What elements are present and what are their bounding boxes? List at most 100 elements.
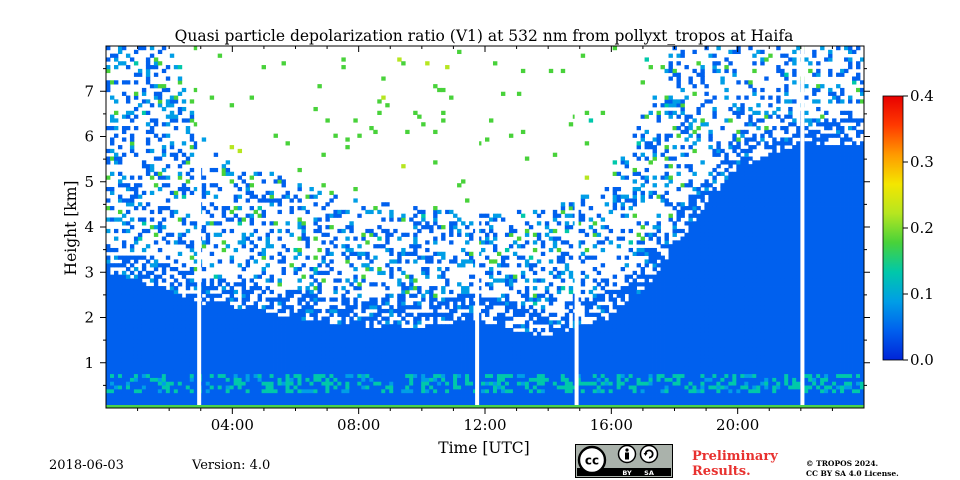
heatmap-cell [133, 354, 139, 359]
heatmap-cell [173, 358, 179, 363]
heatmap-cell [249, 396, 255, 401]
heatmap-cell [437, 251, 442, 256]
heatmap-cell [237, 206, 243, 211]
heatmap-cell [508, 282, 514, 287]
heatmap-cell [137, 400, 143, 405]
heatmap-cell [106, 354, 111, 359]
heatmap-cell [193, 392, 199, 397]
heatmap-cell [421, 255, 426, 260]
heatmap-cell [373, 354, 378, 359]
heatmap-cell [289, 327, 294, 333]
heatmap-cell [113, 377, 119, 382]
heatmap-cell [385, 392, 390, 397]
heatmap-cell [556, 343, 562, 348]
heatmap-cell [293, 385, 298, 390]
heatmap-cell [133, 206, 139, 211]
heatmap-cell [293, 324, 298, 329]
heatmap-cell [500, 335, 506, 340]
heatmap-cell [457, 282, 462, 287]
heatmap-cell [193, 312, 199, 317]
heatmap-cell [512, 324, 518, 329]
heatmap-cell [512, 381, 518, 386]
heatmap-cell [277, 259, 282, 264]
heatmap-cell [285, 289, 290, 295]
heatmap-cell [245, 396, 251, 401]
heatmap-cell [345, 335, 350, 340]
heatmap-cell [329, 339, 334, 344]
heatmap-cell [125, 221, 131, 226]
heatmap-cell [177, 186, 183, 192]
heatmap-cell [624, 308, 630, 314]
heatmap-cell [492, 61, 498, 66]
heatmap-cell [508, 366, 514, 371]
heatmap-cell [329, 358, 334, 363]
heatmap-cell [469, 369, 474, 375]
heatmap-cell [600, 278, 606, 283]
heatmap-cell [485, 373, 490, 378]
heatmap-cell [213, 274, 219, 279]
heatmap-cell [628, 320, 634, 325]
heatmap-cell [277, 209, 282, 215]
heatmap-cell [261, 308, 266, 314]
heatmap-cell [305, 366, 310, 371]
heatmap-cell [245, 293, 251, 298]
heatmap-cell [449, 259, 454, 264]
heatmap-cell [153, 65, 159, 70]
heatmap-cell [189, 305, 195, 310]
heatmap-cell [429, 301, 434, 306]
heatmap-cell [213, 152, 219, 157]
heatmap-cell [125, 350, 131, 356]
heatmap-cell [329, 324, 334, 329]
heatmap-cell [433, 209, 438, 215]
heatmap-cell [612, 377, 618, 382]
heatmap-cell [137, 347, 143, 352]
heatmap-cell [157, 396, 163, 401]
heatmap-cell [540, 369, 546, 375]
heatmap-cell [413, 301, 418, 306]
heatmap-cell [217, 259, 223, 264]
heatmap-cell [413, 259, 418, 264]
heatmap-cell [437, 392, 442, 397]
heatmap-cell [329, 251, 334, 256]
heatmap-cell [273, 388, 278, 394]
heatmap-cell [209, 301, 215, 306]
heatmap-cell [624, 362, 630, 367]
heatmap-cell [385, 373, 390, 378]
heatmap-cell [417, 366, 422, 371]
heatmap-cell [580, 369, 586, 375]
heatmap-cell [173, 385, 179, 390]
heatmap-cell [273, 297, 278, 302]
heatmap-cell [592, 362, 598, 367]
heatmap-cell [616, 354, 622, 359]
heatmap-cell [309, 305, 314, 310]
heatmap-cell [169, 320, 175, 325]
heatmap-cell [253, 388, 258, 394]
heatmap-cell [185, 316, 191, 321]
heatmap-cell [221, 347, 227, 352]
heatmap-cell [568, 206, 574, 211]
heatmap-cell [596, 381, 602, 386]
heatmap-cell [221, 381, 227, 386]
heatmap-cell [157, 358, 163, 363]
heatmap-cell [461, 358, 466, 363]
heatmap-cell [524, 293, 530, 298]
heatmap-cell [249, 316, 255, 321]
heatmap-cell [185, 343, 191, 348]
heatmap-cell [157, 297, 163, 302]
heatmap-cell [133, 183, 139, 188]
heatmap-cell [552, 377, 558, 382]
heatmap-cell [109, 217, 115, 222]
heatmap-cell [377, 362, 382, 367]
heatmap-cell [201, 186, 207, 192]
heatmap-cell [113, 301, 119, 306]
heatmap-cell [584, 175, 590, 180]
heatmap-cell [421, 350, 426, 356]
heatmap-cell [349, 221, 354, 226]
heatmap-cell [273, 339, 278, 344]
heatmap-cell [293, 255, 298, 260]
heatmap-cell [429, 369, 434, 375]
heatmap-cell [309, 377, 314, 382]
heatmap-cell [457, 232, 462, 237]
heatmap-cell [109, 171, 115, 176]
heatmap-cell [588, 217, 594, 222]
